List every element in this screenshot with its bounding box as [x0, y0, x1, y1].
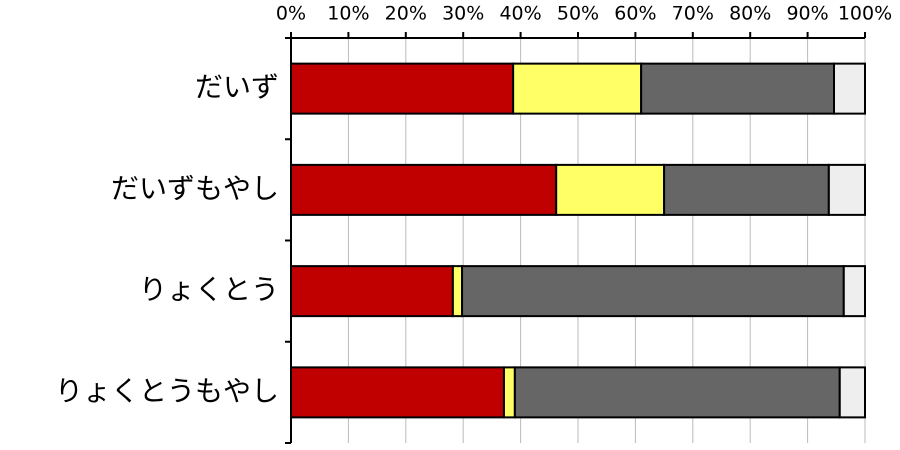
y-tick-label: りょくとうもやし	[55, 374, 279, 407]
bar-segment	[451, 265, 464, 318]
x-tick-label: 60%	[614, 3, 656, 25]
y-tick-label: りょくとう	[139, 273, 279, 306]
bar-segment	[640, 62, 836, 115]
bar-segment	[290, 265, 454, 318]
x-tick-label: 70%	[672, 3, 714, 25]
x-tick-label: 20%	[385, 3, 427, 25]
bar-segment	[290, 366, 505, 419]
y-tick-label: だいずもやし	[111, 172, 279, 205]
bar-segment	[512, 62, 643, 115]
bar-segment	[513, 366, 841, 419]
bar-segment	[290, 62, 515, 115]
x-tick-label: 10%	[327, 3, 369, 25]
bar-segment	[502, 366, 516, 419]
bar-segment	[663, 163, 830, 216]
bar-segment	[461, 265, 845, 318]
x-tick-label: 90%	[786, 3, 828, 25]
x-tick-label: 40%	[499, 3, 541, 25]
x-tick-label: 100%	[838, 3, 892, 25]
bar-segment	[838, 366, 867, 419]
x-tick-label: 30%	[442, 3, 484, 25]
bar-segment	[290, 163, 558, 216]
x-tick-label: 50%	[557, 3, 599, 25]
bar-segment	[842, 265, 867, 318]
bar-segment	[555, 163, 666, 216]
x-tick-label: 0%	[276, 3, 306, 25]
y-tick-label: だいず	[195, 71, 279, 104]
bar-segment	[833, 62, 867, 115]
x-tick-label: 80%	[729, 3, 771, 25]
bar-segment	[827, 163, 867, 216]
